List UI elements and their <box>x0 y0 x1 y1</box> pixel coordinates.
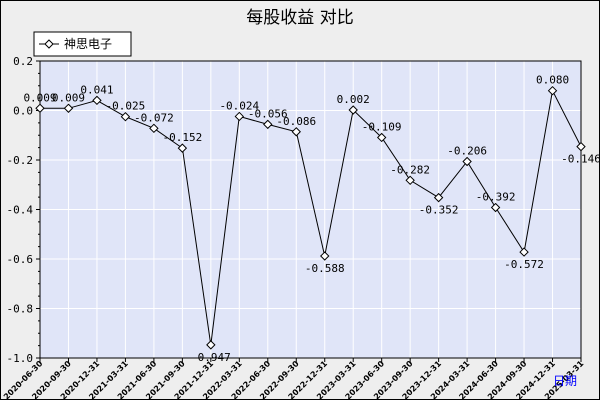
data-label: -0.152 <box>162 131 202 144</box>
data-label: -0.947 <box>191 351 231 364</box>
data-label: -0.392 <box>476 191 516 204</box>
data-label: -0.025 <box>106 100 146 113</box>
legend-label: 神思电子 <box>64 37 112 51</box>
y-tick-labels: 0.2 0.0 -0.2 -0.4 -0.6 -0.8 -1.0 <box>7 55 34 365</box>
series-line <box>40 89 582 345</box>
y-tick-label: -1.0 <box>7 352 34 365</box>
data-point <box>519 247 529 257</box>
series-markers <box>35 85 586 350</box>
y-tick-label: -0.6 <box>7 253 34 266</box>
y-tick-label: 0.2 <box>13 55 33 68</box>
data-label: -0.109 <box>362 120 402 133</box>
y-tick-label: -0.4 <box>7 204 34 217</box>
axes <box>36 60 582 362</box>
data-label: 0.009 <box>23 91 56 104</box>
x-tick-labels: 2020-06-302020-09-302020-12-312021-03-31… <box>2 359 586 399</box>
data-point <box>376 132 387 143</box>
data-label: -0.588 <box>305 262 345 275</box>
data-label: -0.206 <box>447 144 487 157</box>
data-point <box>547 85 558 96</box>
data-label: -0.282 <box>390 163 430 176</box>
data-point <box>576 141 586 152</box>
data-point <box>35 103 45 113</box>
data-point <box>320 251 330 261</box>
y-tick-label: -0.2 <box>7 154 34 167</box>
data-label: 0.041 <box>80 83 113 96</box>
data-label: -0.572 <box>504 258 544 271</box>
data-label: -0.072 <box>134 111 174 124</box>
legend: 神思电子 <box>33 31 132 57</box>
data-label: -0.024 <box>219 99 259 112</box>
data-labels: 0.0090.0090.041-0.025-0.072-0.152-0.947-… <box>23 74 599 364</box>
data-point <box>348 105 358 115</box>
data-point <box>433 192 444 203</box>
data-label: -0.352 <box>419 204 459 217</box>
data-point <box>263 119 273 130</box>
x-axis-label: 日期 <box>553 374 577 388</box>
legend-marker-icon <box>44 39 54 49</box>
data-point <box>234 111 245 122</box>
data-label: 0.009 <box>52 91 85 104</box>
data-point <box>120 111 131 122</box>
data-point <box>490 202 501 213</box>
data-point <box>462 156 472 167</box>
data-point <box>405 175 415 186</box>
data-point <box>206 340 216 350</box>
data-label: -0.086 <box>276 115 316 128</box>
data-point <box>177 143 188 153</box>
data-label: 0.002 <box>337 93 370 106</box>
y-tick-label: -0.8 <box>7 303 34 316</box>
data-point <box>63 103 74 113</box>
plot-border <box>39 60 582 359</box>
data-point <box>92 95 102 106</box>
y-tick-label: 0.0 <box>13 105 33 118</box>
chart-title: 每股收益 对比 <box>246 8 353 28</box>
data-point <box>291 127 301 137</box>
data-label: -0.146 <box>561 153 599 166</box>
data-label: 0.080 <box>536 74 569 87</box>
data-point <box>149 123 159 134</box>
data-label: -0.056 <box>248 107 288 120</box>
